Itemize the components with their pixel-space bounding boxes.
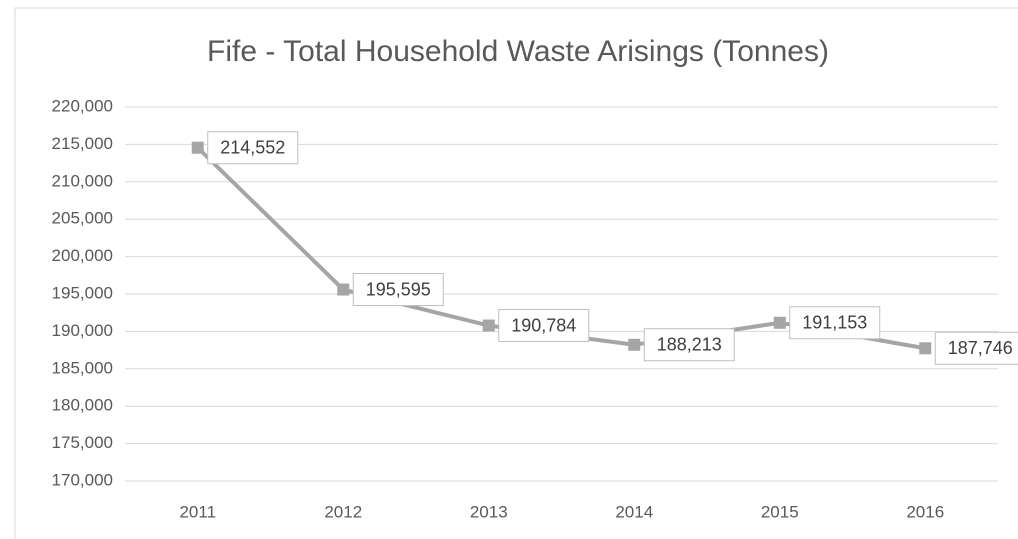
y-tick-label: 210,000	[52, 171, 113, 190]
y-tick-label: 215,000	[52, 134, 113, 153]
y-tick-label: 195,000	[52, 283, 113, 302]
marker	[482, 319, 495, 332]
data-label: 188,213	[657, 335, 722, 355]
data-label: 190,784	[511, 315, 576, 335]
data-label: 191,153	[802, 313, 867, 333]
chart-frame	[14, 7, 1018, 539]
marker	[919, 342, 932, 355]
marker	[628, 338, 641, 351]
marker	[191, 141, 204, 154]
marker	[337, 283, 350, 296]
data-label-box	[207, 131, 299, 165]
x-tick-label: 2016	[906, 502, 944, 521]
y-tick-label: 180,000	[52, 396, 113, 415]
x-tick-label: 2013	[470, 502, 508, 521]
x-tick-label: 2015	[761, 502, 799, 521]
y-tick-label: 220,000	[52, 96, 113, 115]
y-tick-label: 205,000	[52, 209, 113, 228]
y-tick-label: 170,000	[52, 470, 113, 489]
marker	[773, 316, 786, 329]
chart-title: Fife - Total Household Waste Arisings (T…	[207, 35, 829, 68]
data-label-box	[789, 306, 881, 340]
data-label: 187,746	[948, 338, 1013, 358]
data-label-box	[643, 328, 735, 362]
y-tick-label: 185,000	[52, 358, 113, 377]
y-tick-label: 200,000	[52, 246, 113, 265]
data-label: 195,595	[366, 279, 431, 299]
data-label-box	[498, 309, 590, 343]
y-tick-label: 190,000	[52, 321, 113, 340]
data-label-box	[934, 331, 1018, 365]
x-tick-label: 2014	[615, 502, 653, 521]
data-label: 214,552	[220, 138, 285, 158]
data-label-box	[352, 273, 444, 307]
x-tick-label: 2011	[179, 502, 216, 521]
x-tick-label: 2012	[324, 502, 362, 521]
y-tick-label: 175,000	[52, 433, 113, 452]
